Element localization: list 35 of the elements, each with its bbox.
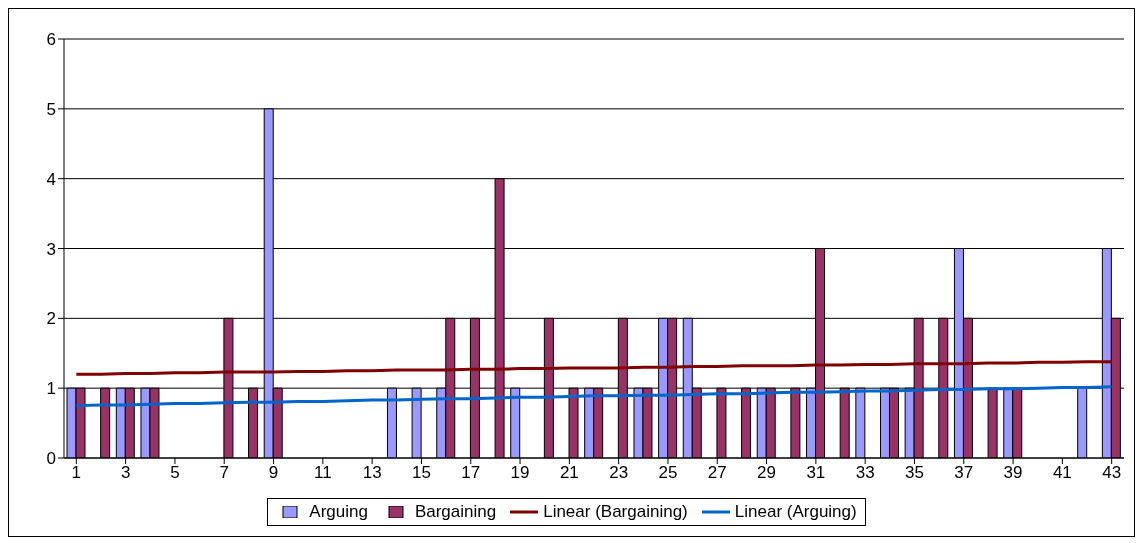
y-tick-label: 1: [46, 379, 56, 399]
x-tick-label: 37: [954, 463, 974, 483]
x-tick-label: 1: [71, 463, 82, 483]
x-tick-label: 43: [1102, 463, 1122, 483]
x-tick-label: 27: [707, 463, 727, 483]
x-tick-label: 5: [170, 463, 180, 483]
x-tick-label: 41: [1052, 463, 1072, 483]
legend-label: Arguing: [309, 502, 368, 522]
x-tick-label: 35: [905, 463, 924, 483]
y-tick-label: 6: [46, 30, 56, 50]
x-tick-label: 3: [120, 463, 131, 483]
line-series: [74, 385, 1114, 408]
x-tick-label: 33: [855, 463, 875, 483]
x-tick-label: 11: [314, 463, 332, 483]
y-tick-label: 0: [46, 449, 56, 469]
legend-label: Bargaining: [414, 502, 497, 522]
x-tick-label: 9: [268, 463, 279, 483]
x-tick-label: 21: [559, 463, 579, 483]
legend-label: Linear (Bargaining): [543, 502, 688, 522]
x-tick-label: 19: [510, 463, 530, 483]
x-tick-label: 15: [411, 463, 431, 483]
x-tick-label: 13: [362, 463, 382, 483]
x-tick-label: 7: [219, 463, 229, 483]
y-tick-label: 4: [46, 169, 56, 189]
x-tick-label: 39: [1003, 463, 1023, 483]
x-tick-label: 25: [658, 463, 678, 483]
x-tick-label: 17: [461, 463, 481, 483]
x-tick-label: 23: [609, 463, 629, 483]
x-tick-label: 31: [806, 463, 826, 483]
line-series: [74, 360, 1114, 376]
y-tick-label: 2: [46, 309, 56, 329]
legend-label: Linear (Arguing): [734, 502, 857, 522]
y-tick-label: 3: [46, 239, 56, 259]
x-tick-label: 29: [757, 463, 777, 483]
y-tick-label: 5: [46, 99, 56, 119]
